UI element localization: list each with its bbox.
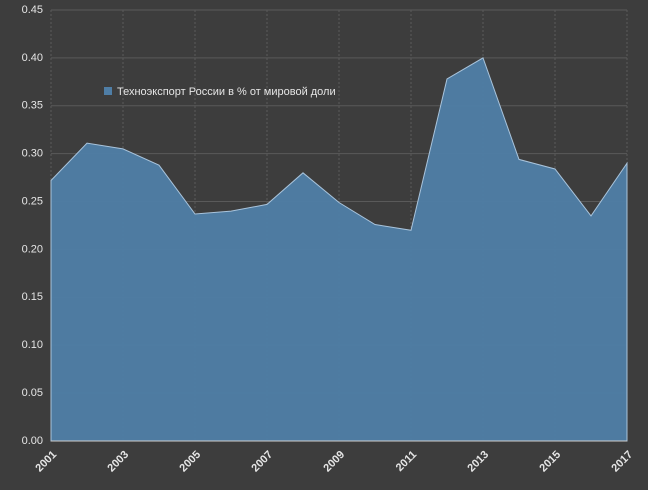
y-tick-label: 0.10 [22, 339, 43, 351]
y-tick-label: 0.30 [22, 148, 43, 160]
x-tick-label: 2015 [537, 449, 563, 475]
x-tick-label: 2003 [105, 449, 131, 475]
x-tick-label: 2005 [177, 449, 203, 475]
y-tick-label: 0.15 [22, 291, 43, 303]
x-tick-label: 2011 [394, 449, 419, 474]
y-tick-label: 0.35 [22, 100, 43, 112]
x-tick-label: 2017 [609, 449, 635, 475]
x-tick-label: 2009 [321, 449, 347, 475]
y-tick-label: 0.45 [22, 4, 43, 16]
area [50, 57, 628, 442]
y-tick-label: 0.00 [22, 435, 43, 447]
y-tick-label: 0.05 [22, 387, 43, 399]
x-tick-label: 2013 [465, 449, 491, 475]
legend-label: Техноэкспорт России в % от мировой доли [117, 86, 336, 98]
legend-swatch [104, 87, 112, 95]
x-tick-label: 2001 [33, 449, 59, 475]
y-tick-label: 0.40 [22, 52, 43, 64]
x-tick-label: 2007 [249, 449, 275, 475]
y-tick-label: 0.25 [22, 195, 43, 207]
y-tick-label: 0.20 [22, 243, 43, 255]
